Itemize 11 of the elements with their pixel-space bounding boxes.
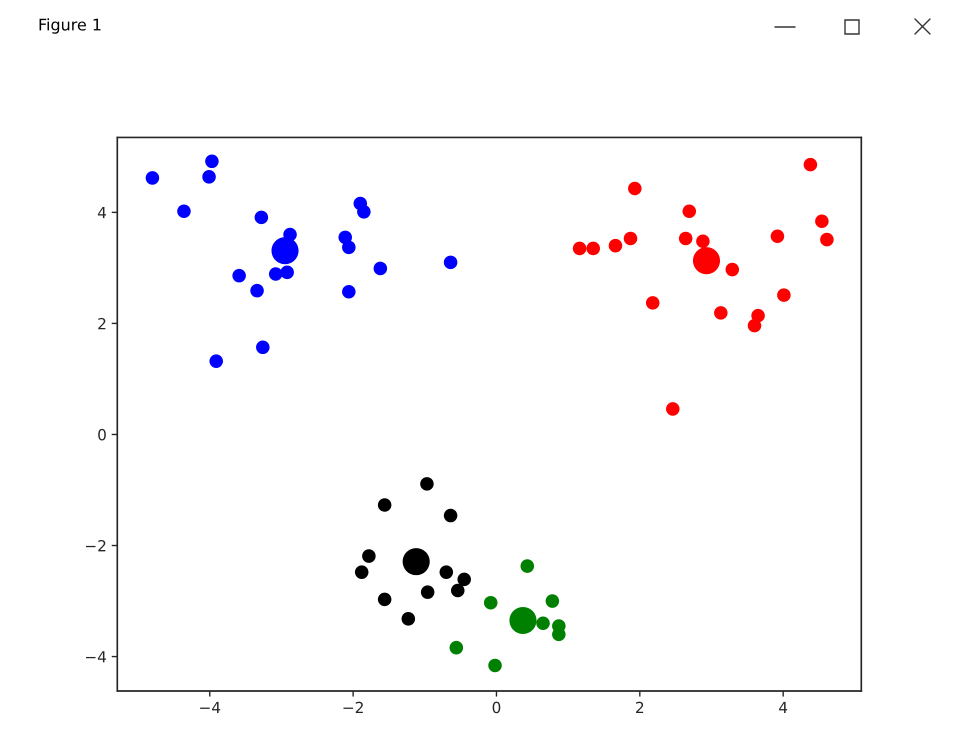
x-tick-label: 4 <box>779 702 788 714</box>
x-tick-label: −4 <box>200 702 220 714</box>
y-tick-label: 4 <box>98 207 106 218</box>
y-tick-label: −4 <box>86 651 106 662</box>
x-tick-label: −2 <box>343 702 363 714</box>
caption: Figure 1 <box>40 18 101 34</box>
y-tick-label: 2 <box>98 318 106 330</box>
y-tick-label: −2 <box>86 540 106 552</box>
x-tick-label: 2 <box>636 702 644 714</box>
x-tick-label: 0 <box>492 702 500 714</box>
y-tick-label: 0 <box>98 428 106 440</box>
